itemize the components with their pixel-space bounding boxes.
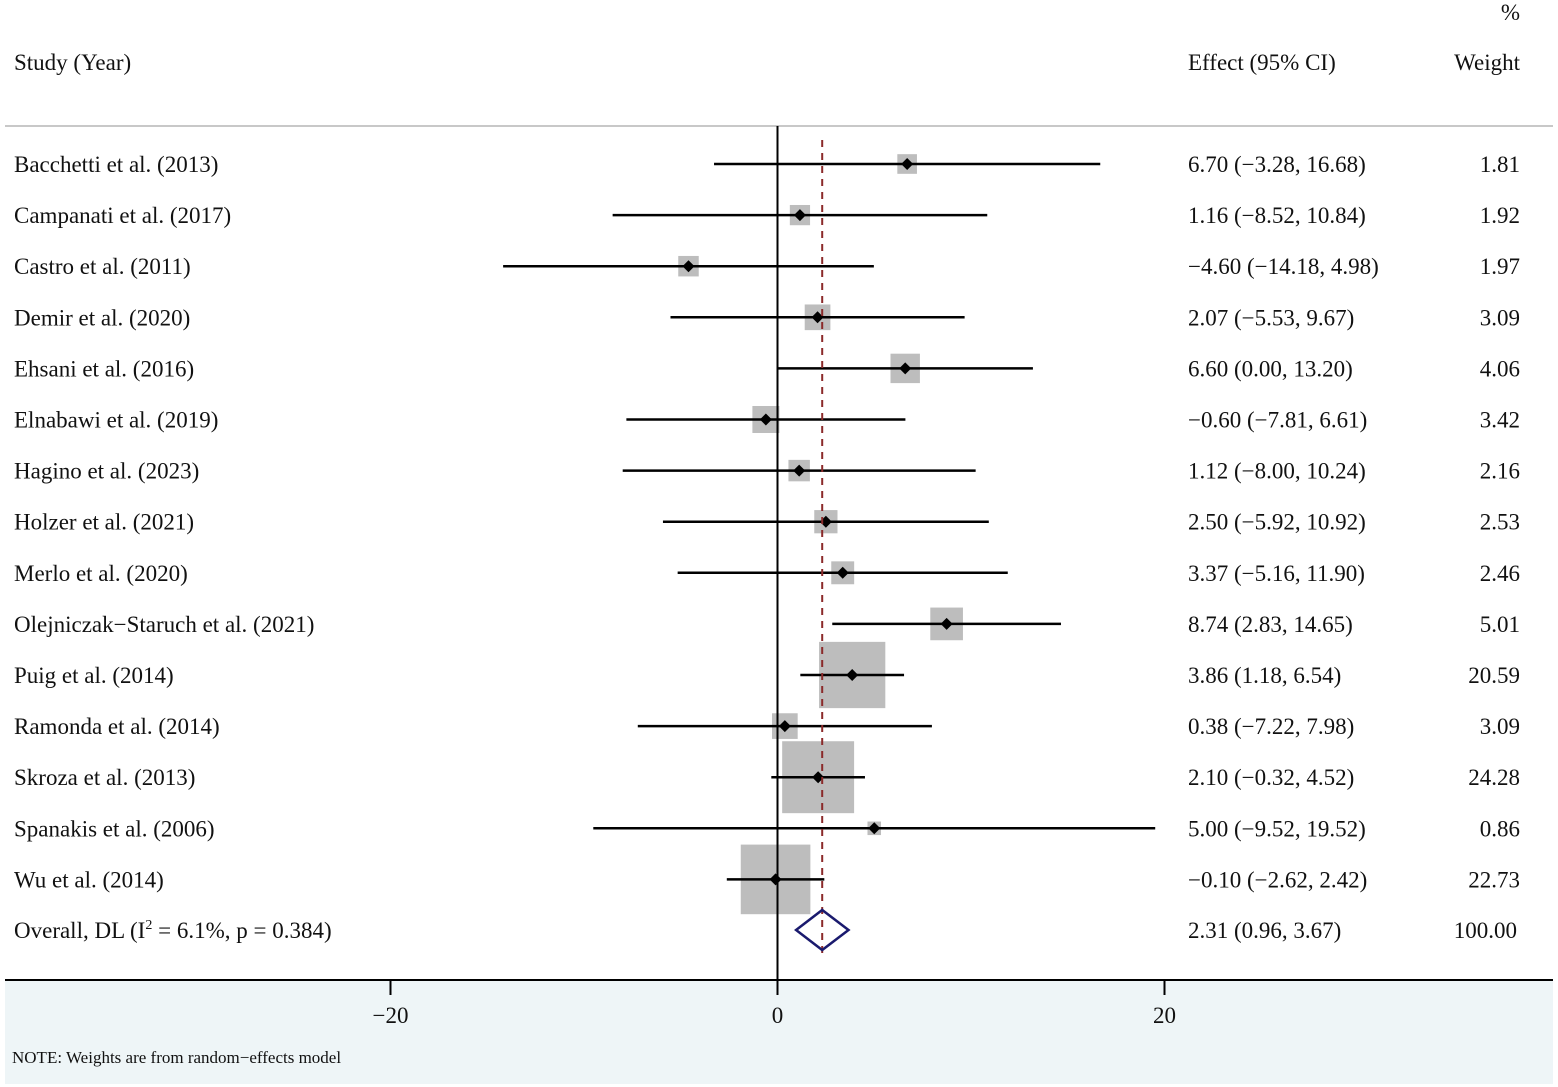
x-tick-label: 0: [772, 1003, 784, 1028]
point-estimate: [846, 669, 859, 681]
table-row: Holzer et al. (2021) 2.50 (−5.92, 10.92) 2…: [14, 510, 1520, 535]
table-row: Demir et al. (2020) 2.07 (−5.53, 9.67) 3.0…: [14, 304, 1520, 330]
ci-text: 2.10 (−0.32, 4.52): [1188, 765, 1354, 790]
footer-background: [5, 980, 1553, 1084]
ci-text: 8.74 (2.83, 14.65): [1188, 612, 1353, 637]
overall-weight-text: 100.00: [1454, 918, 1517, 943]
table-row: Skroza et al. (2013) 2.10 (−0.32, 4.52) 24…: [14, 741, 1520, 814]
x-tick-label: 20: [1153, 1003, 1176, 1028]
study-label: Skroza et al. (2013): [14, 765, 195, 790]
point-estimate: [868, 822, 881, 835]
point-estimate: [811, 311, 824, 324]
ci-text: 0.38 (−7.22, 7.98): [1188, 714, 1354, 739]
table-row: Elnabawi et al. (2019) −0.60 (−7.81, 6.61…: [14, 405, 1520, 434]
weight-text: 2.53: [1480, 510, 1520, 535]
ci-text: −0.10 (−2.62, 2.42): [1188, 867, 1367, 892]
overall-label-prefix: Overall, DL (I: [14, 918, 145, 943]
point-estimate: [793, 464, 806, 477]
overall-ci-text: 2.31 (0.96, 3.67): [1188, 918, 1341, 943]
study-label: Holzer et al. (2021): [14, 510, 194, 535]
header-study: Study (Year): [14, 50, 131, 75]
weight-text: 2.46: [1480, 561, 1520, 586]
ci-text: 2.07 (−5.53, 9.67): [1188, 305, 1354, 330]
overall-row: Overall, DL (I2 = 6.1%, p = 0.384) 2.31 …: [14, 908, 1517, 952]
weight-text: 3.42: [1480, 408, 1520, 433]
ci-text: 1.16 (−8.52, 10.84): [1188, 203, 1366, 228]
ci-text: 2.50 (−5.92, 10.92): [1188, 510, 1366, 535]
overall-diamond: [794, 908, 851, 952]
weight-text: 20.59: [1468, 663, 1520, 688]
study-label: Merlo et al. (2020): [14, 561, 188, 586]
ci-text: 3.86 (1.18, 6.54): [1188, 663, 1341, 688]
study-label: Campanati et al. (2017): [14, 203, 231, 228]
point-estimate: [940, 617, 953, 630]
overall-label-suffix: = 6.1%, p = 0.384): [152, 918, 331, 943]
footer-note: NOTE: Weights are from random−effects mo…: [12, 1048, 341, 1067]
study-label: Demir et al. (2020): [14, 305, 190, 330]
header-weight: Weight: [1454, 50, 1520, 75]
study-label: Spanakis et al. (2006): [14, 816, 215, 841]
point-estimate: [778, 720, 791, 733]
reference-lines: [776, 126, 824, 980]
weight-text: 24.28: [1468, 765, 1520, 790]
ci-text: 6.70 (−3.28, 16.68): [1188, 152, 1366, 177]
weight-text: 1.81: [1480, 152, 1520, 177]
point-estimate: [812, 771, 825, 784]
point-estimate: [899, 362, 912, 375]
point-estimate: [836, 566, 849, 579]
table-row: Ehsani et al. (2016) 6.60 (0.00, 13.20) 4.…: [14, 353, 1520, 384]
weight-text: 2.16: [1480, 459, 1520, 484]
weight-text: 3.09: [1480, 714, 1520, 739]
study-rows: Bacchetti et al. (2013) 6.70 (−3.28, 16.6…: [14, 152, 1520, 915]
table-row: Ramonda et al. (2014) 0.38 (−7.22, 7.98) 3…: [14, 713, 1520, 739]
point-estimate: [901, 158, 914, 170]
table-row: Puig et al. (2014) 3.86 (1.18, 6.54) 20.59: [14, 641, 1520, 709]
weight-text: 1.97: [1480, 254, 1520, 279]
study-label: Wu et al. (2014): [14, 867, 164, 892]
table-row: Merlo et al. (2020) 3.37 (−5.16, 11.90) 2.…: [14, 561, 1520, 586]
point-estimate: [682, 260, 695, 273]
study-label: Hagino et al. (2023): [14, 459, 199, 484]
table-row: Hagino et al. (2023) 1.12 (−8.00, 10.24) 2…: [14, 459, 1520, 484]
ci-text: −0.60 (−7.81, 6.61): [1188, 408, 1367, 433]
ci-text: 6.60 (0.00, 13.20): [1188, 356, 1353, 381]
overall-label: Overall, DL (I2 = 6.1%, p = 0.384): [14, 918, 332, 943]
study-label: Puig et al. (2014): [14, 663, 174, 688]
header-effect: Effect (95% CI): [1188, 50, 1336, 75]
study-label: Bacchetti et al. (2013): [14, 152, 218, 177]
header-weight-percent: %: [1501, 0, 1520, 25]
weight-text: 22.73: [1468, 867, 1520, 892]
table-row: Bacchetti et al. (2013) 6.70 (−3.28, 16.6…: [14, 152, 1520, 177]
point-estimate: [769, 873, 782, 886]
weight-text: 5.01: [1480, 612, 1520, 637]
table-row: Spanakis et al. (2006) 5.00 (−9.52, 19.52…: [14, 816, 1520, 841]
x-tick-label: −20: [373, 1003, 409, 1028]
study-label: Ramonda et al. (2014): [14, 714, 220, 739]
weight-text: 0.86: [1480, 816, 1520, 841]
table-row: Wu et al. (2014) −0.10 (−2.62, 2.42) 22.73: [14, 844, 1520, 915]
study-label: Castro et al. (2011): [14, 254, 191, 279]
overall-label-sup: 2: [145, 918, 152, 933]
table-row: Castro et al. (2011) −4.60 (−14.18, 4.98)…: [14, 254, 1520, 279]
weight-text: 4.06: [1480, 356, 1520, 381]
weight-text: 1.92: [1480, 203, 1520, 228]
weight-text: 3.09: [1480, 305, 1520, 330]
study-label: Olejniczak−Staruch et al. (2021): [14, 612, 314, 637]
point-estimate: [759, 413, 772, 426]
x-axis-ticks: −20 0 20: [373, 980, 1176, 1028]
point-estimate: [793, 209, 806, 222]
study-label: Elnabawi et al. (2019): [14, 408, 218, 433]
ci-text: 5.00 (−9.52, 19.52): [1188, 816, 1366, 841]
ci-text: 3.37 (−5.16, 11.90): [1188, 561, 1365, 586]
study-label: Ehsani et al. (2016): [14, 356, 194, 381]
table-row: Campanati et al. (2017) 1.16 (−8.52, 10.8…: [14, 203, 1520, 228]
table-row: Olejniczak−Staruch et al. (2021) 8.74 (2.…: [14, 607, 1520, 641]
ci-text: 1.12 (−8.00, 10.24): [1188, 459, 1366, 484]
ci-text: −4.60 (−14.18, 4.98): [1188, 254, 1379, 279]
